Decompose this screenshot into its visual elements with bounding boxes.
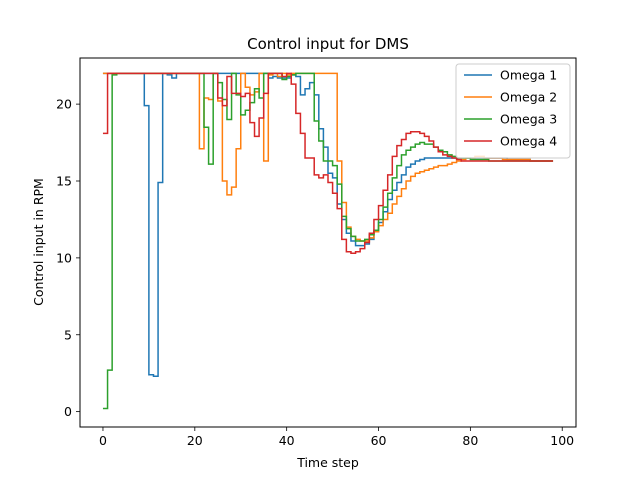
x-tick-label: 0	[99, 433, 107, 448]
y-tick-label: 15	[56, 174, 72, 189]
series-line-4	[102, 72, 554, 255]
series-layer	[102, 72, 554, 410]
legend-label-3: Omega 3	[500, 112, 557, 127]
legend-label-4: Omega 4	[500, 134, 557, 149]
legend-box	[455, 63, 571, 159]
y-tick-label: 5	[64, 327, 72, 342]
chart-title: Control input for DMS	[247, 35, 409, 53]
legend: Omega 1 Omega 2 Omega 3 Omega 4	[455, 63, 571, 159]
plot-area	[79, 57, 577, 428]
x-axis: 0 20 40 60 80 100	[99, 427, 574, 448]
x-tick-label: 60	[371, 433, 387, 448]
x-tick-label: 40	[279, 433, 295, 448]
x-tick-label: 80	[462, 433, 478, 448]
y-tick-label: 10	[56, 250, 72, 265]
x-tick-label: 100	[550, 433, 574, 448]
x-tick-label: 20	[187, 433, 203, 448]
legend-label-2: Omega 2	[500, 90, 557, 105]
x-axis-label: Time step	[296, 455, 359, 470]
y-tick-label: 20	[56, 97, 72, 112]
y-axis: 0 5 10 15 20	[56, 97, 80, 419]
legend-label-1: Omega 1	[500, 68, 557, 83]
plot-frame	[79, 57, 577, 428]
y-axis-label: Control input in RPM	[31, 178, 46, 306]
y-tick-label: 0	[64, 404, 72, 419]
